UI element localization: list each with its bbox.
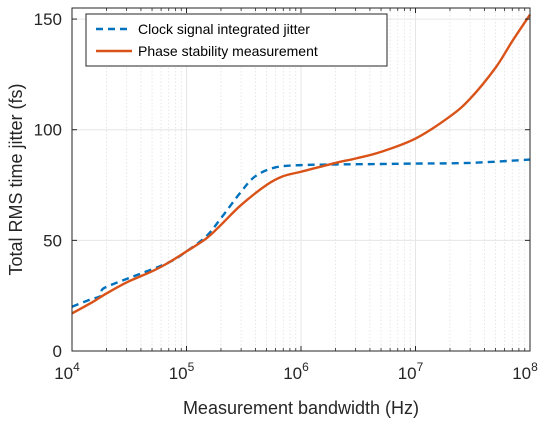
y-tick-label: 50: [43, 231, 62, 250]
series-layer: [71, 13, 531, 315]
x-tick-label: 106: [283, 360, 309, 383]
y-tick-label: 0: [53, 342, 62, 361]
legend-label-1: Clock signal integrated jitter: [138, 21, 310, 37]
x-tick-label: 105: [169, 360, 195, 383]
axis-ticks: [71, 8, 531, 352]
legend-label-2: Phase stability measurement: [138, 43, 318, 59]
x-tick-label: 108: [512, 360, 538, 383]
series-line-2: [71, 13, 531, 315]
legend-box: [85, 13, 388, 67]
tick-labels: 104 105 106 107 108 0 50 100 150: [34, 10, 538, 383]
y-tick-label: 150: [34, 10, 62, 29]
x-axis-label: Measurement bandwidth (Hz): [183, 398, 419, 418]
y-axis-label: Total RMS time jitter (fs): [6, 83, 26, 275]
series-line-1: [71, 158, 531, 308]
y-tick-label: 100: [34, 121, 62, 140]
x-tick-label: 107: [398, 360, 424, 383]
x-tick-label: 104: [54, 360, 80, 383]
legend: Clock signal integrated jitter Phase stab…: [85, 13, 388, 67]
